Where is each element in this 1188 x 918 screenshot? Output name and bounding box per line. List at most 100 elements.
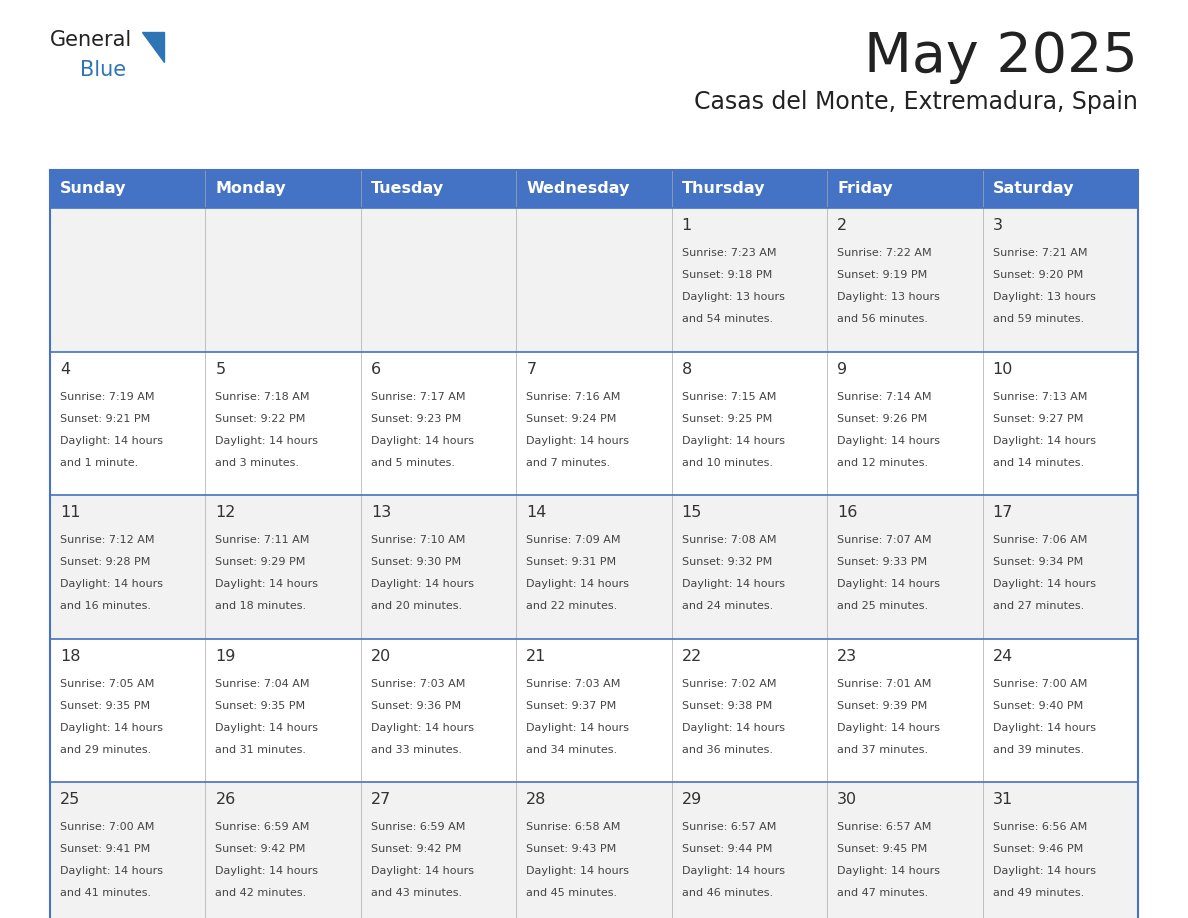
Text: Daylight: 14 hours: Daylight: 14 hours: [992, 579, 1095, 589]
Text: Sunrise: 7:19 AM: Sunrise: 7:19 AM: [61, 392, 154, 401]
Text: 17: 17: [992, 505, 1013, 521]
Text: 16: 16: [838, 505, 858, 521]
Text: Sunrise: 6:56 AM: Sunrise: 6:56 AM: [992, 823, 1087, 833]
Text: and 1 minute.: and 1 minute.: [61, 457, 138, 467]
Text: Monday: Monday: [215, 182, 286, 196]
Text: Sunrise: 7:11 AM: Sunrise: 7:11 AM: [215, 535, 310, 545]
Text: Daylight: 14 hours: Daylight: 14 hours: [838, 436, 940, 445]
Text: Daylight: 14 hours: Daylight: 14 hours: [215, 867, 318, 877]
Text: Saturday: Saturday: [992, 182, 1074, 196]
Polygon shape: [143, 32, 164, 62]
FancyBboxPatch shape: [50, 170, 206, 208]
Text: and 36 minutes.: and 36 minutes.: [682, 744, 772, 755]
Text: Sunrise: 7:22 AM: Sunrise: 7:22 AM: [838, 248, 931, 258]
Text: Sunset: 9:18 PM: Sunset: 9:18 PM: [682, 270, 772, 280]
FancyBboxPatch shape: [361, 170, 517, 208]
Text: Daylight: 14 hours: Daylight: 14 hours: [215, 436, 318, 445]
Text: 29: 29: [682, 792, 702, 808]
Text: 15: 15: [682, 505, 702, 521]
FancyBboxPatch shape: [50, 208, 1138, 352]
Text: 11: 11: [61, 505, 81, 521]
Text: 5: 5: [215, 362, 226, 376]
Text: Sunrise: 6:58 AM: Sunrise: 6:58 AM: [526, 823, 620, 833]
Text: Sunrise: 7:17 AM: Sunrise: 7:17 AM: [371, 392, 466, 401]
Text: Sunset: 9:28 PM: Sunset: 9:28 PM: [61, 557, 151, 567]
Text: and 22 minutes.: and 22 minutes.: [526, 601, 618, 611]
Text: Sunset: 9:24 PM: Sunset: 9:24 PM: [526, 414, 617, 423]
Text: Daylight: 14 hours: Daylight: 14 hours: [526, 436, 630, 445]
Text: Sunday: Sunday: [61, 182, 126, 196]
Text: Sunset: 9:35 PM: Sunset: 9:35 PM: [215, 700, 305, 711]
Text: Sunrise: 7:13 AM: Sunrise: 7:13 AM: [992, 392, 1087, 401]
Text: and 10 minutes.: and 10 minutes.: [682, 457, 772, 467]
Text: and 41 minutes.: and 41 minutes.: [61, 889, 151, 899]
Text: Sunrise: 6:59 AM: Sunrise: 6:59 AM: [215, 823, 310, 833]
Text: Sunset: 9:44 PM: Sunset: 9:44 PM: [682, 845, 772, 855]
Text: Thursday: Thursday: [682, 182, 765, 196]
Text: 27: 27: [371, 792, 391, 808]
Text: and 33 minutes.: and 33 minutes.: [371, 744, 462, 755]
Text: 21: 21: [526, 649, 546, 664]
Text: Daylight: 14 hours: Daylight: 14 hours: [371, 722, 474, 733]
Text: Daylight: 14 hours: Daylight: 14 hours: [61, 867, 163, 877]
Text: 22: 22: [682, 649, 702, 664]
Text: Sunset: 9:22 PM: Sunset: 9:22 PM: [215, 414, 305, 423]
Text: and 3 minutes.: and 3 minutes.: [215, 457, 299, 467]
Text: Daylight: 14 hours: Daylight: 14 hours: [682, 867, 785, 877]
Text: Daylight: 13 hours: Daylight: 13 hours: [682, 292, 784, 302]
Text: Sunrise: 7:12 AM: Sunrise: 7:12 AM: [61, 535, 154, 545]
Text: Daylight: 14 hours: Daylight: 14 hours: [526, 722, 630, 733]
Text: Daylight: 14 hours: Daylight: 14 hours: [682, 579, 785, 589]
Text: Daylight: 14 hours: Daylight: 14 hours: [526, 579, 630, 589]
Text: 20: 20: [371, 649, 391, 664]
Text: Sunrise: 7:03 AM: Sunrise: 7:03 AM: [526, 678, 620, 688]
Text: 26: 26: [215, 792, 235, 808]
Text: Sunset: 9:21 PM: Sunset: 9:21 PM: [61, 414, 150, 423]
Text: Sunset: 9:42 PM: Sunset: 9:42 PM: [371, 845, 461, 855]
Text: Sunset: 9:33 PM: Sunset: 9:33 PM: [838, 557, 928, 567]
Text: Daylight: 13 hours: Daylight: 13 hours: [992, 292, 1095, 302]
FancyBboxPatch shape: [982, 170, 1138, 208]
Text: Daylight: 14 hours: Daylight: 14 hours: [992, 436, 1095, 445]
Text: Sunset: 9:34 PM: Sunset: 9:34 PM: [992, 557, 1082, 567]
FancyBboxPatch shape: [50, 352, 1138, 495]
Text: Sunrise: 6:59 AM: Sunrise: 6:59 AM: [371, 823, 466, 833]
Text: Blue: Blue: [80, 60, 126, 80]
Text: 1: 1: [682, 218, 691, 233]
Text: Sunrise: 7:15 AM: Sunrise: 7:15 AM: [682, 392, 776, 401]
Text: Daylight: 14 hours: Daylight: 14 hours: [371, 579, 474, 589]
Text: Casas del Monte, Extremadura, Spain: Casas del Monte, Extremadura, Spain: [694, 90, 1138, 114]
Text: Sunset: 9:41 PM: Sunset: 9:41 PM: [61, 845, 150, 855]
Text: Sunrise: 7:21 AM: Sunrise: 7:21 AM: [992, 248, 1087, 258]
Text: 3: 3: [992, 218, 1003, 233]
Text: Daylight: 14 hours: Daylight: 14 hours: [526, 867, 630, 877]
Text: and 56 minutes.: and 56 minutes.: [838, 314, 928, 324]
Text: and 12 minutes.: and 12 minutes.: [838, 457, 928, 467]
Text: and 31 minutes.: and 31 minutes.: [215, 744, 307, 755]
Text: 24: 24: [992, 649, 1013, 664]
Text: and 24 minutes.: and 24 minutes.: [682, 601, 773, 611]
Text: and 42 minutes.: and 42 minutes.: [215, 889, 307, 899]
FancyBboxPatch shape: [671, 170, 827, 208]
Text: 18: 18: [61, 649, 81, 664]
Text: Sunrise: 7:00 AM: Sunrise: 7:00 AM: [61, 823, 154, 833]
Text: 19: 19: [215, 649, 235, 664]
Text: and 20 minutes.: and 20 minutes.: [371, 601, 462, 611]
Text: and 43 minutes.: and 43 minutes.: [371, 889, 462, 899]
Text: 7: 7: [526, 362, 537, 376]
Text: Sunrise: 7:16 AM: Sunrise: 7:16 AM: [526, 392, 620, 401]
Text: Sunset: 9:39 PM: Sunset: 9:39 PM: [838, 700, 928, 711]
FancyBboxPatch shape: [50, 639, 1138, 782]
Text: 28: 28: [526, 792, 546, 808]
Text: Daylight: 14 hours: Daylight: 14 hours: [682, 722, 785, 733]
Text: Daylight: 14 hours: Daylight: 14 hours: [682, 436, 785, 445]
Text: Daylight: 13 hours: Daylight: 13 hours: [838, 292, 940, 302]
Text: Sunrise: 7:05 AM: Sunrise: 7:05 AM: [61, 678, 154, 688]
Text: Sunrise: 7:10 AM: Sunrise: 7:10 AM: [371, 535, 466, 545]
Text: and 46 minutes.: and 46 minutes.: [682, 889, 773, 899]
Text: Sunrise: 7:08 AM: Sunrise: 7:08 AM: [682, 535, 776, 545]
Text: and 47 minutes.: and 47 minutes.: [838, 889, 928, 899]
Text: Sunset: 9:26 PM: Sunset: 9:26 PM: [838, 414, 928, 423]
Text: Sunset: 9:46 PM: Sunset: 9:46 PM: [992, 845, 1082, 855]
Text: and 18 minutes.: and 18 minutes.: [215, 601, 307, 611]
